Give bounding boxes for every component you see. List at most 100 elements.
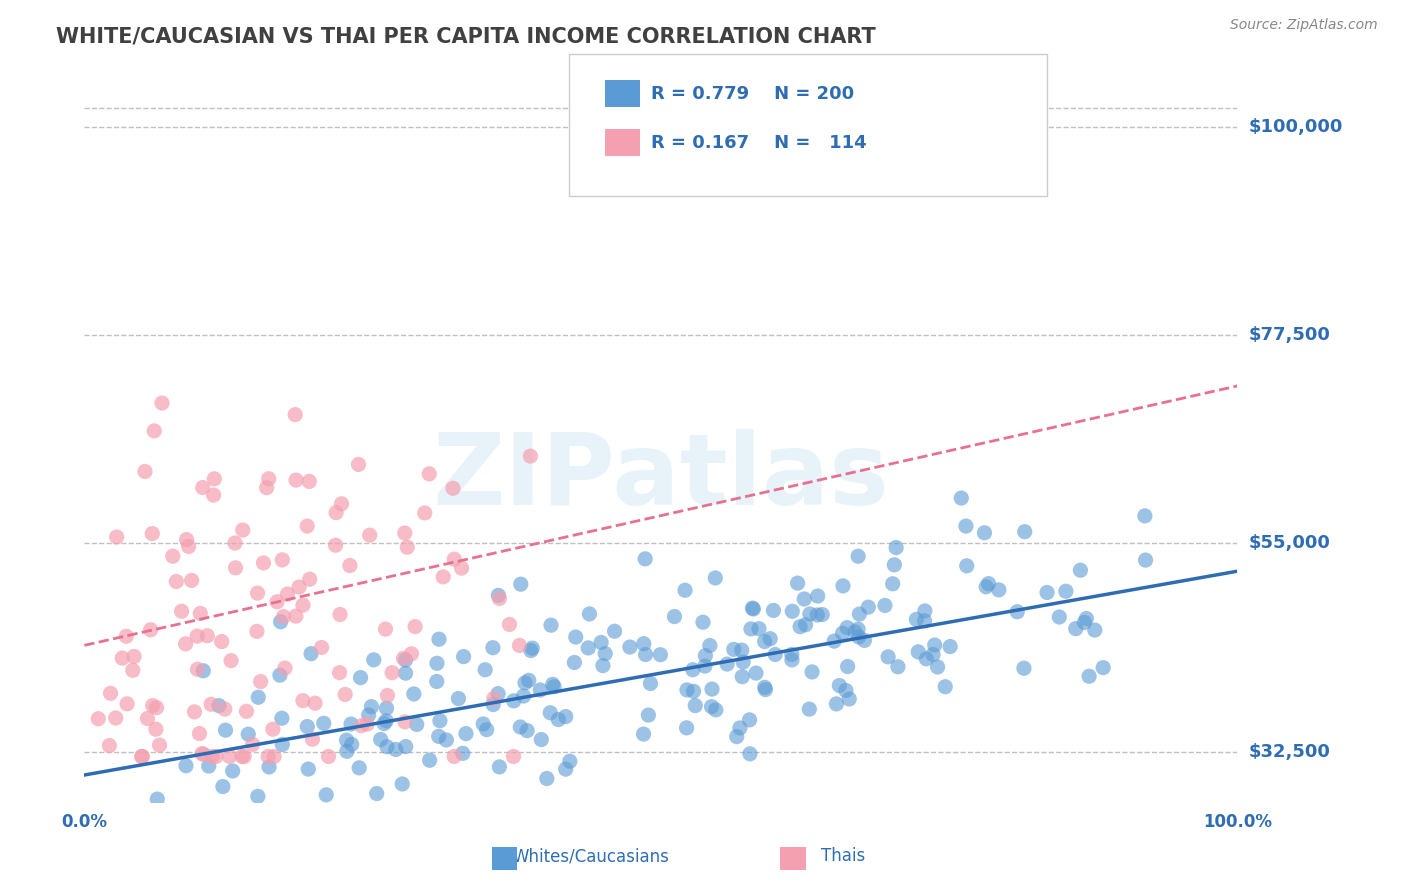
Point <box>650 648 672 662</box>
Point <box>695 648 717 663</box>
Point <box>474 663 496 677</box>
Point <box>122 649 145 664</box>
Point <box>219 654 242 668</box>
Point <box>177 540 200 554</box>
Point <box>1054 584 1077 599</box>
Point <box>340 717 363 731</box>
Point <box>257 472 280 486</box>
Point <box>578 607 600 621</box>
Point <box>252 556 274 570</box>
Point <box>202 472 225 486</box>
Point <box>835 683 858 698</box>
Point <box>98 739 121 753</box>
Point <box>271 553 294 567</box>
Point <box>350 719 373 733</box>
Point <box>298 475 321 489</box>
Point <box>211 634 233 648</box>
Point <box>754 634 776 648</box>
Point <box>104 711 127 725</box>
Point <box>700 682 723 697</box>
Point <box>789 620 811 634</box>
Point <box>745 666 768 681</box>
Point <box>475 723 498 737</box>
Point <box>366 787 388 801</box>
Point <box>291 693 314 707</box>
Point <box>508 639 530 653</box>
Point <box>728 721 751 735</box>
Point <box>955 519 977 533</box>
Point <box>385 742 408 756</box>
Point <box>246 789 269 804</box>
Point <box>828 679 851 693</box>
Point <box>221 764 243 778</box>
Point <box>394 653 416 667</box>
Point <box>907 645 929 659</box>
Point <box>731 643 754 657</box>
Point <box>837 621 859 635</box>
Point <box>336 744 359 758</box>
Point <box>271 738 294 752</box>
Point <box>883 558 905 572</box>
Point <box>191 481 214 495</box>
Point <box>848 630 870 644</box>
Point <box>1092 660 1115 674</box>
Point <box>374 622 396 636</box>
Point <box>450 561 472 575</box>
Point <box>956 558 979 573</box>
Point <box>1078 669 1101 683</box>
Point <box>121 663 143 677</box>
Point <box>208 698 231 713</box>
Point <box>150 396 173 410</box>
Point <box>349 671 371 685</box>
Point <box>270 711 292 725</box>
Point <box>633 727 655 741</box>
Point <box>295 519 318 533</box>
Point <box>482 640 505 655</box>
Point <box>637 708 659 723</box>
Point <box>426 674 449 689</box>
Point <box>392 651 415 665</box>
Point <box>381 665 404 680</box>
Point <box>394 666 416 681</box>
Point <box>858 600 880 615</box>
Point <box>242 737 264 751</box>
Point <box>806 607 828 622</box>
Point <box>1014 524 1036 539</box>
Point <box>564 656 586 670</box>
Point <box>905 612 928 626</box>
Point <box>823 634 845 648</box>
Point <box>115 629 138 643</box>
Point <box>395 739 418 754</box>
Point <box>188 607 211 621</box>
Point <box>394 714 416 729</box>
Point <box>472 717 495 731</box>
Point <box>134 465 156 479</box>
Point <box>304 696 326 710</box>
Point <box>554 709 576 723</box>
Point <box>915 652 938 666</box>
Point <box>301 732 323 747</box>
Point <box>509 720 531 734</box>
Point <box>848 607 870 621</box>
Point <box>846 549 869 564</box>
Point <box>419 753 441 767</box>
Point <box>183 705 205 719</box>
Point <box>87 712 110 726</box>
Point <box>538 706 561 720</box>
Point <box>238 727 260 741</box>
Point <box>576 640 599 655</box>
Point <box>340 738 363 752</box>
Point <box>329 665 352 680</box>
Point <box>564 630 586 644</box>
Point <box>517 673 540 688</box>
Point <box>193 747 215 762</box>
Point <box>413 506 436 520</box>
Point <box>683 698 706 713</box>
Point <box>335 733 357 747</box>
Point <box>131 749 153 764</box>
Point <box>174 758 197 772</box>
Point <box>139 623 162 637</box>
Point <box>846 622 869 636</box>
Point <box>513 676 536 690</box>
Point <box>740 622 762 636</box>
